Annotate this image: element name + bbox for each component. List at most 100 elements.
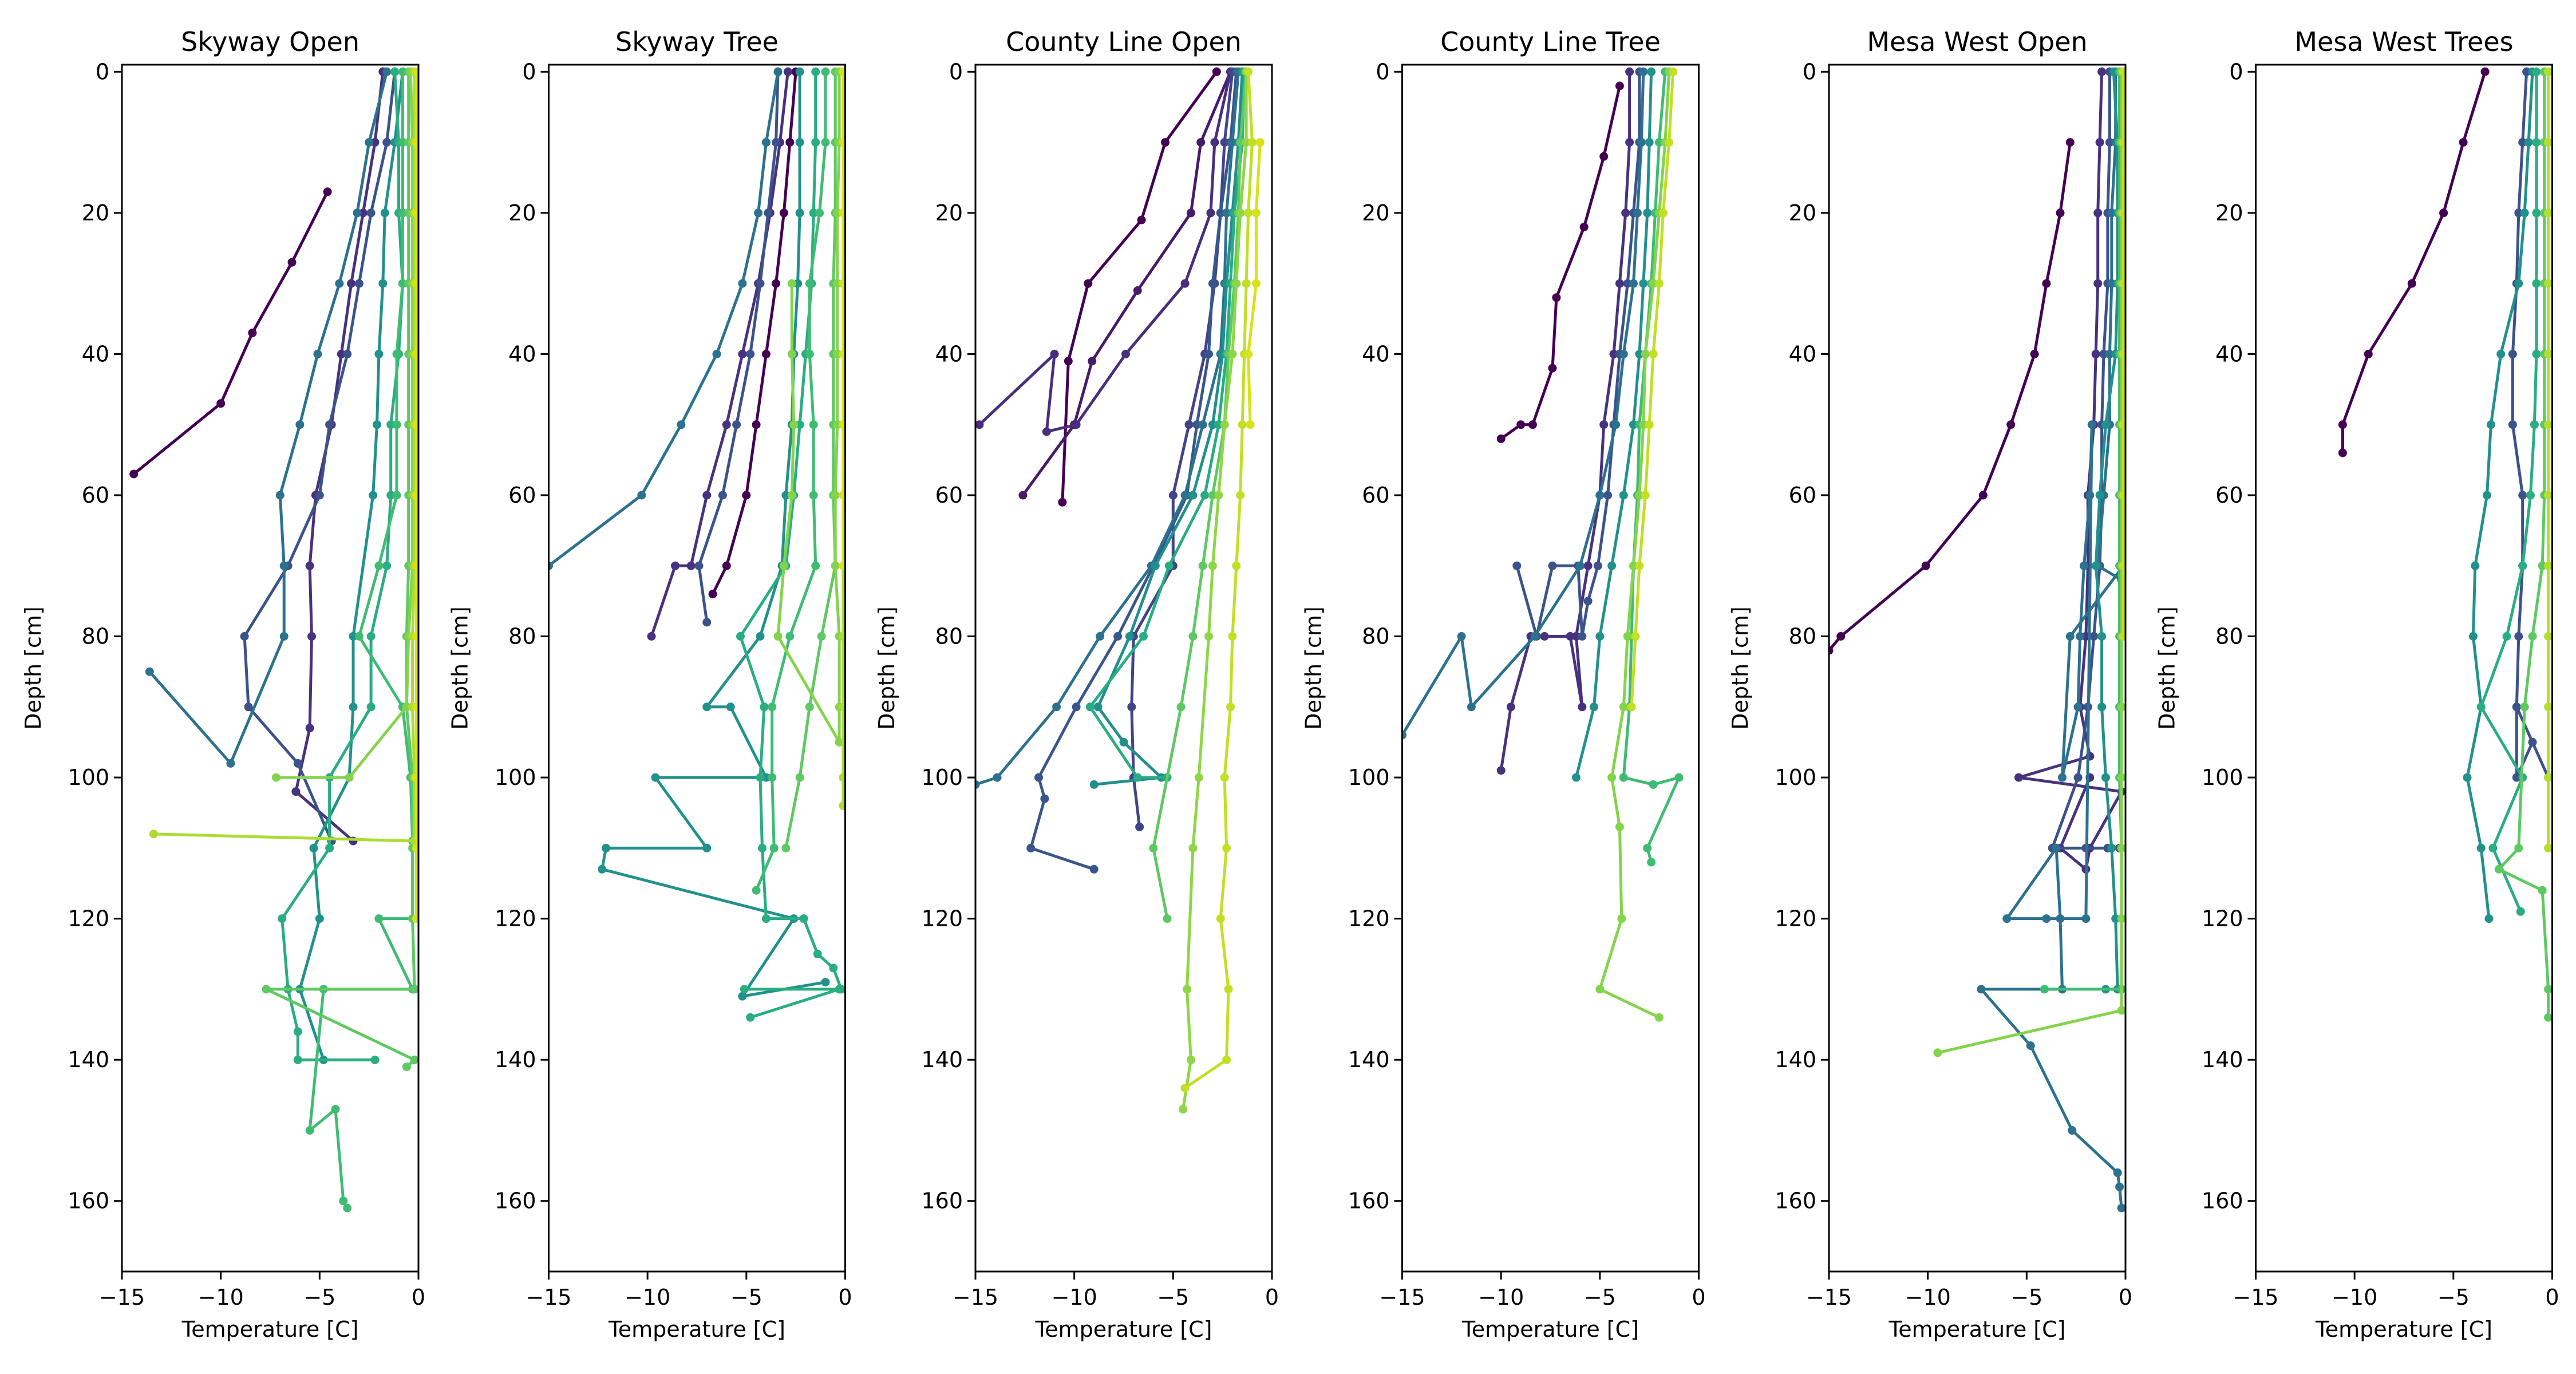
data-point bbox=[2109, 67, 2118, 76]
y-tick-label: 160 bbox=[1775, 1189, 1816, 1214]
data-point bbox=[293, 759, 302, 768]
data-point bbox=[1552, 293, 1561, 302]
series-group bbox=[129, 67, 418, 1213]
data-point bbox=[789, 420, 799, 429]
y-tick-label: 140 bbox=[921, 1047, 963, 1072]
data-point bbox=[764, 208, 773, 218]
data-point bbox=[2544, 420, 2553, 429]
data-point bbox=[811, 138, 820, 147]
data-point bbox=[2524, 138, 2533, 147]
series-group bbox=[1402, 67, 1684, 1022]
data-point bbox=[1467, 702, 1476, 712]
y-tick-label: 0 bbox=[522, 59, 536, 84]
data-point bbox=[1168, 491, 1178, 500]
data-point bbox=[2338, 420, 2347, 429]
y-tick-label: 100 bbox=[921, 765, 963, 790]
data-point bbox=[149, 830, 158, 839]
data-point bbox=[1649, 349, 1658, 358]
y-tick-label: 120 bbox=[921, 906, 963, 931]
series-line-9 bbox=[1152, 72, 1248, 919]
chart-panel-1: −15 −10 −5 0 0 20 40 60 80 100 120 140 160 Skyway Ope… bbox=[21, 26, 425, 1342]
data-point bbox=[647, 632, 656, 641]
data-point bbox=[1496, 434, 1506, 443]
data-point bbox=[2476, 843, 2486, 852]
data-point bbox=[386, 491, 396, 500]
series-line-7 bbox=[308, 72, 414, 1209]
data-point bbox=[839, 773, 846, 782]
data-point bbox=[1607, 561, 1617, 570]
data-point bbox=[1643, 208, 1652, 218]
data-point bbox=[1593, 561, 1602, 570]
data-point bbox=[337, 349, 346, 358]
data-point bbox=[1836, 632, 1846, 641]
data-point bbox=[795, 773, 804, 782]
data-point bbox=[821, 978, 830, 987]
data-point bbox=[2538, 886, 2547, 895]
data-point bbox=[2508, 420, 2517, 429]
data-point bbox=[752, 886, 761, 895]
data-point bbox=[412, 914, 418, 923]
data-point bbox=[354, 279, 364, 288]
data-point bbox=[2042, 914, 2051, 923]
data-point bbox=[1615, 822, 1624, 831]
data-point bbox=[1251, 208, 1261, 218]
data-point bbox=[2119, 420, 2125, 429]
data-point bbox=[1643, 843, 1652, 852]
y-tick-label: 140 bbox=[495, 1047, 536, 1072]
data-point bbox=[2532, 138, 2541, 147]
data-point bbox=[412, 279, 418, 288]
data-point bbox=[1242, 138, 1251, 147]
chart-title: Mesa West Trees bbox=[2294, 26, 2513, 57]
data-point bbox=[787, 349, 796, 358]
data-point bbox=[2544, 67, 2553, 76]
chart-title: Mesa West Open bbox=[1867, 26, 2087, 57]
data-point bbox=[1625, 67, 1634, 76]
data-point bbox=[382, 67, 392, 76]
data-point bbox=[1204, 632, 1213, 641]
data-point bbox=[651, 773, 660, 782]
data-point bbox=[2101, 420, 2110, 429]
data-point bbox=[2544, 208, 2553, 218]
data-point bbox=[783, 67, 792, 76]
data-point bbox=[1088, 357, 1097, 366]
y-axis-label: Depth [cm] bbox=[1301, 606, 1326, 729]
data-point bbox=[373, 420, 381, 429]
data-point bbox=[671, 561, 679, 570]
data-point bbox=[831, 491, 840, 500]
x-tick-label: −10 bbox=[2332, 1285, 2377, 1310]
data-point bbox=[1633, 208, 1642, 218]
data-point bbox=[1615, 279, 1624, 288]
axes-frame bbox=[1828, 64, 2127, 1273]
data-point bbox=[2099, 349, 2108, 358]
data-point bbox=[339, 1197, 348, 1206]
data-point bbox=[1135, 822, 1144, 831]
data-point bbox=[343, 349, 352, 358]
data-point bbox=[129, 469, 139, 479]
data-point bbox=[1619, 491, 1628, 500]
data-point bbox=[2097, 67, 2107, 76]
data-point bbox=[325, 420, 334, 429]
axes-frame bbox=[1401, 64, 1700, 1273]
data-point bbox=[1198, 420, 1207, 429]
data-point bbox=[410, 985, 418, 994]
data-point bbox=[313, 349, 322, 358]
data-point bbox=[347, 279, 356, 288]
data-point bbox=[1180, 279, 1190, 288]
data-point bbox=[287, 258, 297, 267]
data-point bbox=[2486, 420, 2495, 429]
data-point bbox=[1089, 864, 1099, 874]
data-point bbox=[1599, 420, 1609, 429]
data-point bbox=[1933, 1048, 1942, 1057]
data-point bbox=[2338, 448, 2347, 457]
data-point bbox=[702, 843, 712, 852]
x-tick-label: −5 bbox=[2437, 1285, 2470, 1310]
y-tick-label: 60 bbox=[1789, 483, 1816, 508]
data-point bbox=[305, 1126, 314, 1135]
y-axis-label: Depth [cm] bbox=[2155, 606, 2180, 729]
data-point bbox=[726, 702, 735, 712]
data-point bbox=[1496, 766, 1506, 775]
data-point bbox=[722, 561, 731, 570]
data-point bbox=[2117, 773, 2125, 782]
data-point bbox=[2544, 138, 2553, 147]
data-point bbox=[833, 208, 842, 218]
